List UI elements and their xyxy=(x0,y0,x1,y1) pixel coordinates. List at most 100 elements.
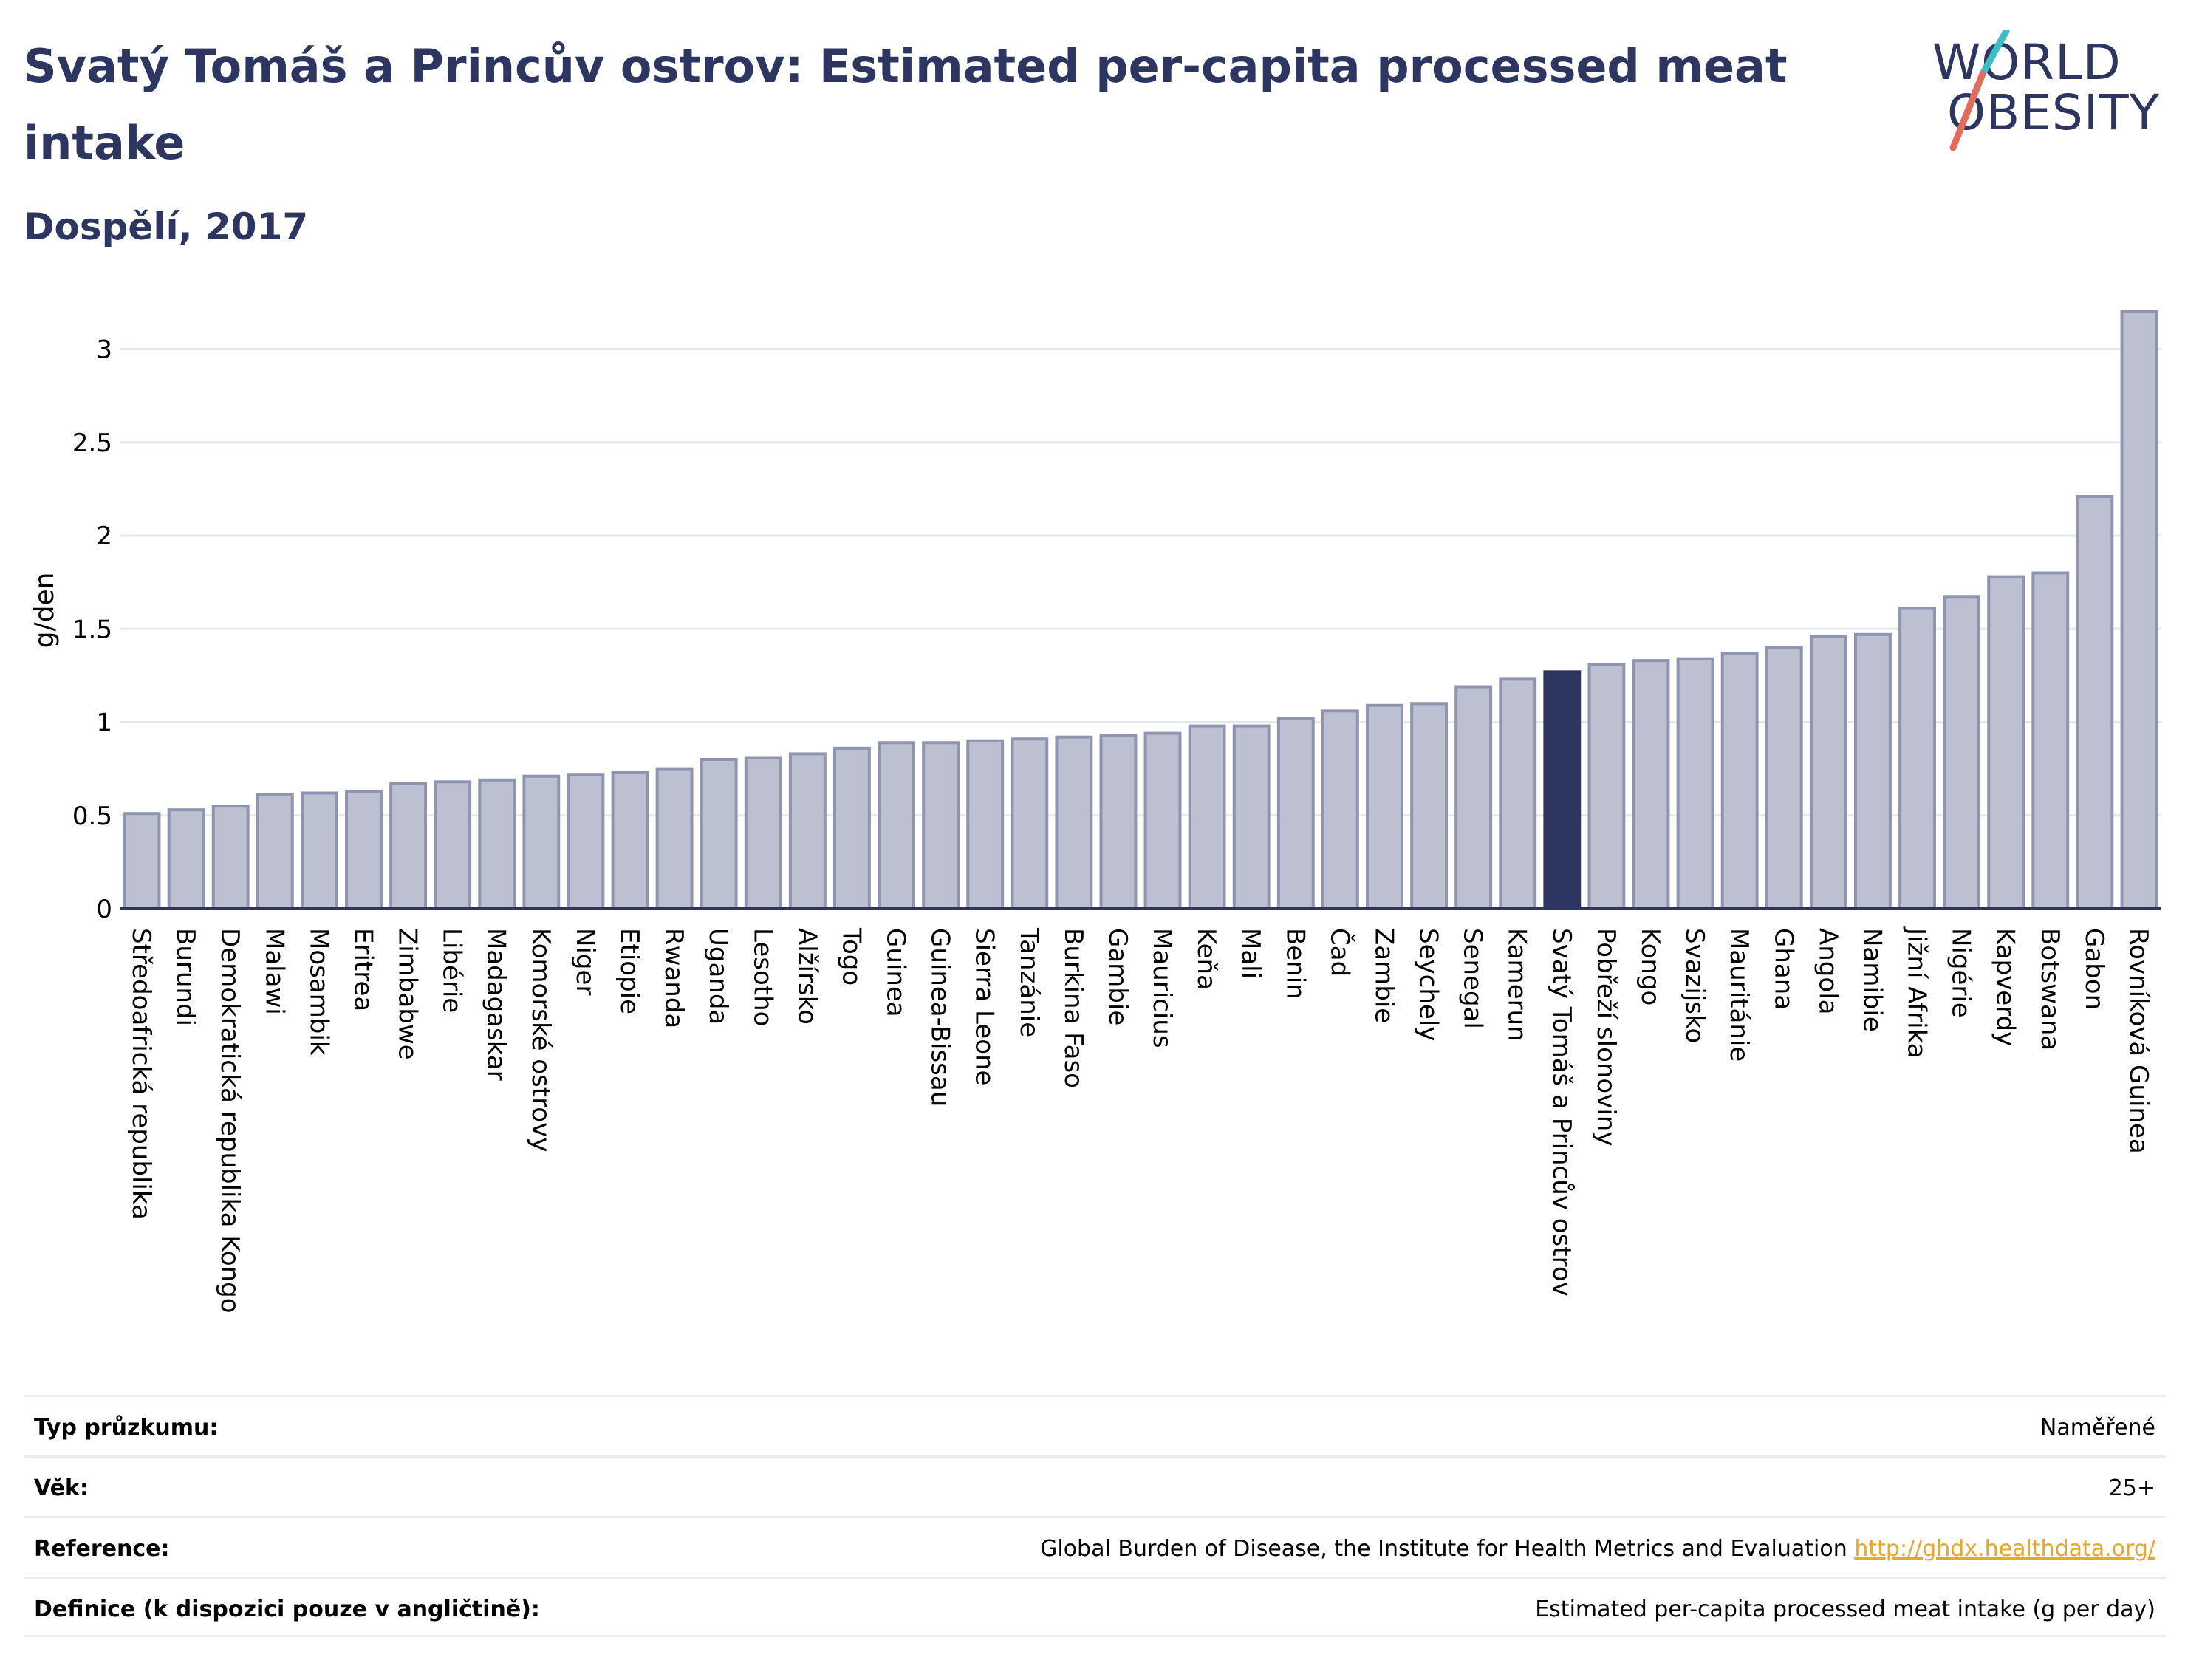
x-tick-label: Mauricius xyxy=(1147,928,1177,1048)
bar xyxy=(567,773,605,910)
y-tick-label: 3 xyxy=(96,335,112,365)
info-value: 25+ xyxy=(2108,1475,2155,1501)
y-tick-label: 1.5 xyxy=(72,615,112,644)
bar xyxy=(744,756,782,910)
logo-text-world: WORLD xyxy=(1932,34,2121,91)
logo-text-obesity: OBESITY xyxy=(1947,84,2160,141)
info-row: Reference: Global Burden of Disease, the … xyxy=(24,1516,2166,1577)
bar xyxy=(1454,685,1493,911)
bar xyxy=(1943,595,1981,910)
bar xyxy=(1099,734,1138,910)
x-tick-label: Čad xyxy=(1324,928,1355,977)
page-subtitle: Dospělí, 2017 xyxy=(24,205,309,248)
x-tick-label: Togo xyxy=(836,927,866,986)
bar xyxy=(700,758,738,910)
bar xyxy=(1366,703,1403,911)
y-tick-label: 0 xyxy=(96,895,112,924)
bar xyxy=(1765,646,1803,910)
bar xyxy=(655,767,694,910)
bar xyxy=(1499,677,1537,910)
bar xyxy=(1143,731,1182,911)
bar-chart: 0 0.5 1 1.5 2 2.5 3 Středoafrická republika Bur… xyxy=(30,310,2161,1314)
bar xyxy=(2076,494,2114,910)
y-tick-label: 2 xyxy=(96,522,112,551)
bar xyxy=(878,741,915,911)
bar xyxy=(478,778,516,911)
x-tick-label: Niger xyxy=(570,928,600,995)
bar xyxy=(1276,717,1315,910)
bar xyxy=(300,791,338,910)
bar xyxy=(2031,571,2070,910)
x-tick-label: Pobřeží slonoviny xyxy=(1591,928,1621,1146)
bar xyxy=(1809,635,1847,910)
x-tick-label: Gabon xyxy=(2079,928,2109,1010)
info-row: Věk: 25+ xyxy=(24,1455,2166,1516)
bar xyxy=(1854,632,1892,910)
bar xyxy=(922,741,960,911)
bar xyxy=(1410,702,1448,910)
x-tick-label: Seychely xyxy=(1414,928,1443,1041)
x-tick-label: Kamerun xyxy=(1502,928,1532,1042)
bar xyxy=(1188,724,1226,910)
x-tick-label: Ghana xyxy=(1768,928,1798,1010)
x-tick-label: Malawi xyxy=(259,928,289,1015)
x-tick-label: Uganda xyxy=(703,928,733,1025)
bar xyxy=(2120,310,2158,910)
x-tick-label: Svatý Tomáš a Princův ostrov xyxy=(1547,928,1576,1297)
x-tick-label: Gambie xyxy=(1103,928,1132,1025)
info-row: Definice (k dispozici pouze v angličtině… xyxy=(24,1577,2166,1637)
x-tick-label: Nigérie xyxy=(1946,928,1976,1018)
y-tick-label: 2.5 xyxy=(72,428,112,458)
bar xyxy=(167,808,205,911)
x-tick-label: Keňa xyxy=(1191,928,1221,990)
x-tick-label: Komorské ostrovy xyxy=(526,928,555,1152)
x-tick-label: Demokratická republika Kongo xyxy=(215,928,245,1314)
info-table: Typ průzkumu: Naměřené Věk: 25+ Reference: Gl… xyxy=(24,1395,2166,1637)
bar xyxy=(966,739,1005,910)
bar xyxy=(211,805,250,910)
bar xyxy=(522,774,561,910)
x-tick-label: Angola xyxy=(1813,928,1842,1014)
bar xyxy=(1055,735,1093,911)
x-tick-label: Sierra Leone xyxy=(970,928,999,1085)
bar xyxy=(1587,663,1626,910)
bar xyxy=(123,812,161,910)
info-label: Reference: xyxy=(34,1536,170,1562)
x-tick-label: Libérie xyxy=(437,928,467,1013)
bar xyxy=(1676,657,1714,911)
x-tick-label: Zambie xyxy=(1369,928,1398,1023)
x-tick-label: Mauritánie xyxy=(1724,928,1754,1062)
x-tick-label: Zimbabwe xyxy=(393,928,423,1060)
y-axis-ticks: 0 0.5 1 1.5 2 2.5 3 xyxy=(72,335,112,925)
world-obesity-logo: WORLD OBESITY xyxy=(1921,30,2172,155)
bar xyxy=(1011,737,1049,910)
bar xyxy=(1232,724,1271,910)
reference-link[interactable]: http://ghdx.healthdata.org/ xyxy=(1854,1536,2155,1562)
bar xyxy=(1321,709,1359,910)
bar xyxy=(389,782,427,910)
info-value: Naměřené xyxy=(2039,1415,2155,1441)
info-row: Typ průzkumu: Naměřené xyxy=(24,1395,2166,1455)
x-tick-label: Senegal xyxy=(1458,928,1488,1029)
x-tick-label: Rwanda xyxy=(659,928,688,1028)
x-tick-label: Burundi xyxy=(171,928,200,1026)
x-tick-label: Rovníková Guinea xyxy=(2124,928,2153,1154)
x-tick-label: Madagaskar xyxy=(482,928,511,1081)
y-tick-label: 1 xyxy=(96,708,112,738)
bars xyxy=(123,310,2158,911)
x-tick-label: Etiopie xyxy=(615,928,644,1014)
x-tick-label: Mali xyxy=(1236,928,1265,979)
x-tick-label: Mosambik xyxy=(304,928,333,1056)
x-tick-label: Namibie xyxy=(1857,928,1887,1032)
bar-highlighted xyxy=(1543,670,1582,910)
bar xyxy=(1898,607,1936,910)
x-tick-label: Botswana xyxy=(2035,928,2065,1051)
page-title: Svatý Tomáš a Princův ostrov: Estimated … xyxy=(24,39,1788,170)
y-tick-label: 0.5 xyxy=(72,802,112,831)
bar xyxy=(788,752,827,910)
x-tick-label: Lesotho xyxy=(748,928,777,1026)
logo-slash-icon xyxy=(1949,30,2010,151)
x-tick-label: Kongo xyxy=(1635,928,1665,1005)
bar xyxy=(345,789,383,911)
bar xyxy=(256,793,294,910)
